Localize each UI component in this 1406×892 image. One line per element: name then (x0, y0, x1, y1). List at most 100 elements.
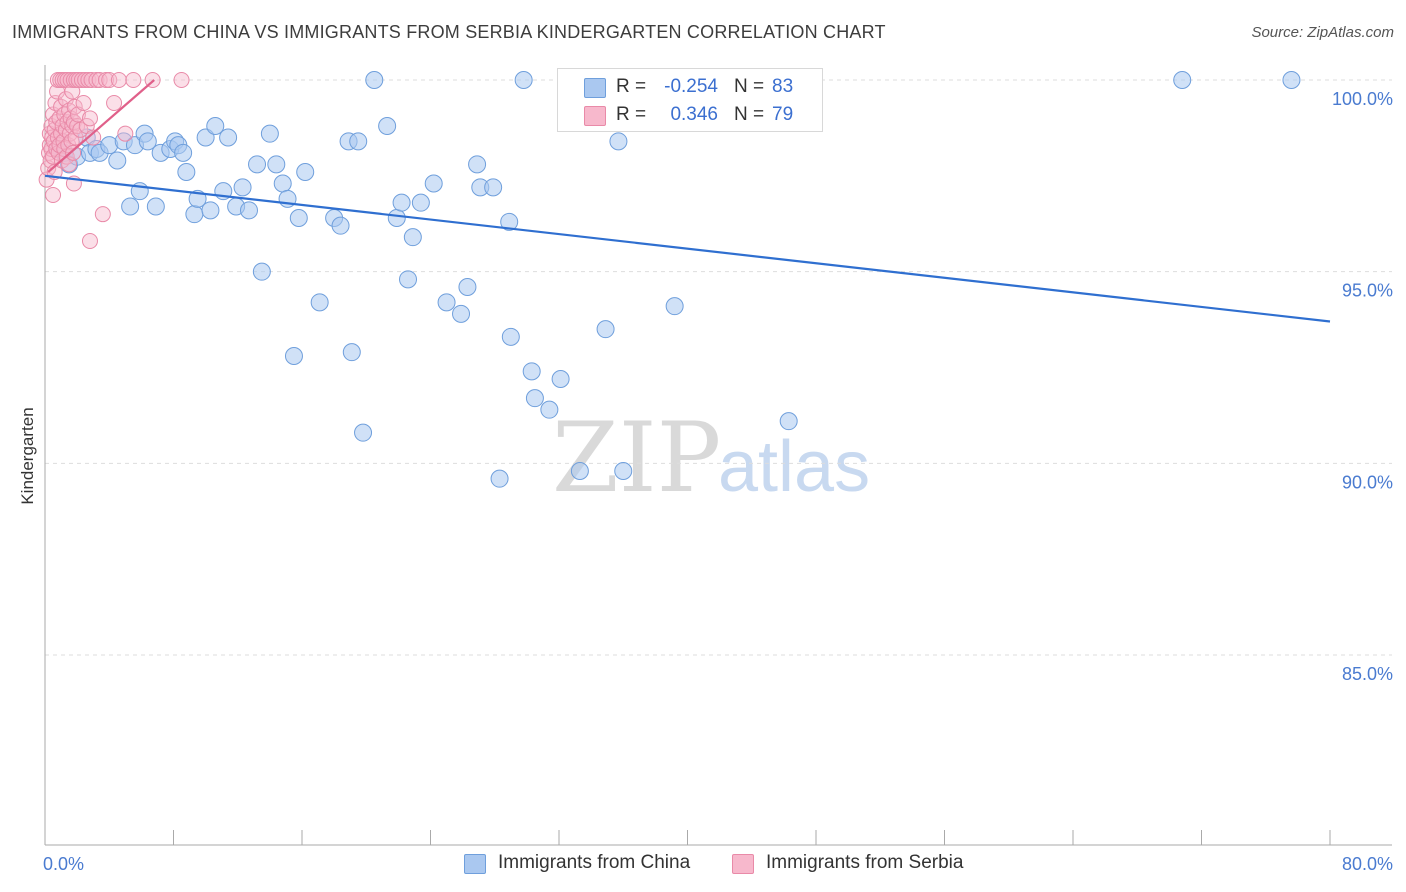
data-point-china (354, 423, 373, 442)
y-tick-label: 85.0% (1342, 664, 1393, 684)
serbia-swatch (732, 854, 754, 874)
data-point-serbia (81, 110, 98, 127)
data-point-china (500, 212, 519, 231)
data-point-china (540, 400, 559, 419)
data-point-serbia (106, 95, 123, 111)
data-point-serbia (110, 72, 127, 88)
data-point-china (399, 270, 418, 289)
data-point-china (525, 389, 544, 408)
data-point-china (779, 412, 798, 431)
data-point-china (551, 370, 570, 388)
data-point-china (196, 128, 215, 147)
data-point-serbia (91, 72, 108, 88)
data-point-serbia (45, 187, 62, 203)
axes (44, 65, 1392, 846)
data-point-china (437, 293, 456, 312)
china-swatch (584, 78, 606, 98)
data-point-china (665, 297, 684, 316)
data-point-china (219, 128, 238, 147)
data-point-china (424, 174, 443, 193)
data-point-serbia (81, 233, 98, 249)
legend-row-china: R = -0.254 N = 83 (558, 73, 822, 101)
data-point-serbia (117, 125, 134, 142)
data-point-china (239, 201, 258, 220)
series-serbia (38, 72, 190, 249)
stats-legend: R = -0.254 N = 83 R = 0.346 N = 79 (557, 68, 823, 132)
data-point-china (609, 132, 628, 151)
x-tick-label-max: 80.0% (1342, 854, 1393, 874)
axis-labels: 85.0% 90.0% 95.0% 100.0% 0.0% 80.0% Kindergart… (18, 89, 1393, 874)
r-value: 0.346 (670, 104, 718, 125)
legend-label-china: Immigrants from China (498, 852, 691, 873)
data-point-china (331, 216, 350, 235)
n-value: 83 (772, 76, 794, 97)
y-tick-label: 100.0% (1332, 89, 1393, 109)
data-point-china (138, 132, 157, 151)
data-point-china (387, 209, 406, 227)
data-point-china (1173, 71, 1192, 89)
data-point-china (411, 193, 430, 212)
data-point-china (490, 469, 509, 488)
data-point-china (284, 347, 303, 365)
legend-label-serbia: Immigrants from Serbia (766, 852, 964, 873)
serbia-swatch (584, 106, 606, 126)
data-point-china (233, 178, 252, 197)
china-swatch (464, 854, 486, 874)
data-point-china (206, 117, 225, 135)
data-point-china (146, 197, 165, 216)
y-axis-label: Kindergarten (18, 407, 37, 504)
data-point-china (289, 209, 308, 227)
trend-line-serbia (47, 79, 155, 173)
data-point-china (522, 362, 541, 381)
source-label: Source: ZipAtlas.com (1251, 24, 1394, 41)
n-label: N = (734, 104, 765, 125)
data-point-china (349, 132, 368, 151)
data-point-china (452, 304, 471, 323)
data-point-china (392, 193, 411, 212)
data-point-serbia (83, 72, 100, 88)
watermark-zip: ZIP (552, 402, 721, 514)
data-point-china (365, 71, 384, 89)
r-label: R = (616, 76, 647, 97)
data-point-serbia (65, 144, 82, 161)
series-legend: Immigrants from China Immigrants from Se… (0, 852, 1406, 878)
data-point-china (177, 163, 196, 181)
data-point-china (514, 71, 533, 89)
chart-title: IMMIGRANTS FROM CHINA VS IMMIGRANTS FROM… (12, 22, 886, 42)
data-point-china (108, 151, 127, 170)
data-point-china (260, 124, 279, 143)
data-point-china (296, 163, 315, 181)
data-point-serbia (125, 72, 142, 88)
n-value: 79 (772, 104, 794, 125)
data-point-china (310, 293, 329, 312)
data-point-serbia (75, 95, 92, 111)
watermark: ZIP atlas (552, 402, 870, 514)
x-tick-label-min: 0.0% (43, 854, 84, 874)
data-point-serbia (67, 129, 84, 146)
trend-line-china (44, 174, 1331, 323)
r-label: R = (616, 104, 647, 125)
data-point-china (614, 462, 633, 480)
data-point-china (458, 278, 477, 296)
y-tick-label: 95.0% (1342, 281, 1393, 301)
data-point-china (174, 143, 193, 162)
grid (45, 79, 1392, 656)
data-point-china (378, 117, 397, 135)
data-point-serbia (173, 72, 190, 88)
data-point-china (252, 262, 271, 281)
trend-lines (44, 79, 1331, 323)
data-point-china (1282, 71, 1301, 89)
data-point-china (248, 155, 267, 174)
data-point-china (403, 228, 422, 247)
data-point-china (185, 205, 204, 224)
data-point-china (501, 327, 520, 346)
data-point-china (201, 201, 220, 220)
data-point-china (342, 343, 361, 362)
data-point-serbia (101, 72, 118, 88)
data-point-china (484, 178, 503, 197)
r-value: -0.254 (664, 76, 718, 97)
data-point-china (596, 320, 615, 339)
data-point-china (273, 174, 292, 193)
data-point-serbia (94, 206, 111, 223)
